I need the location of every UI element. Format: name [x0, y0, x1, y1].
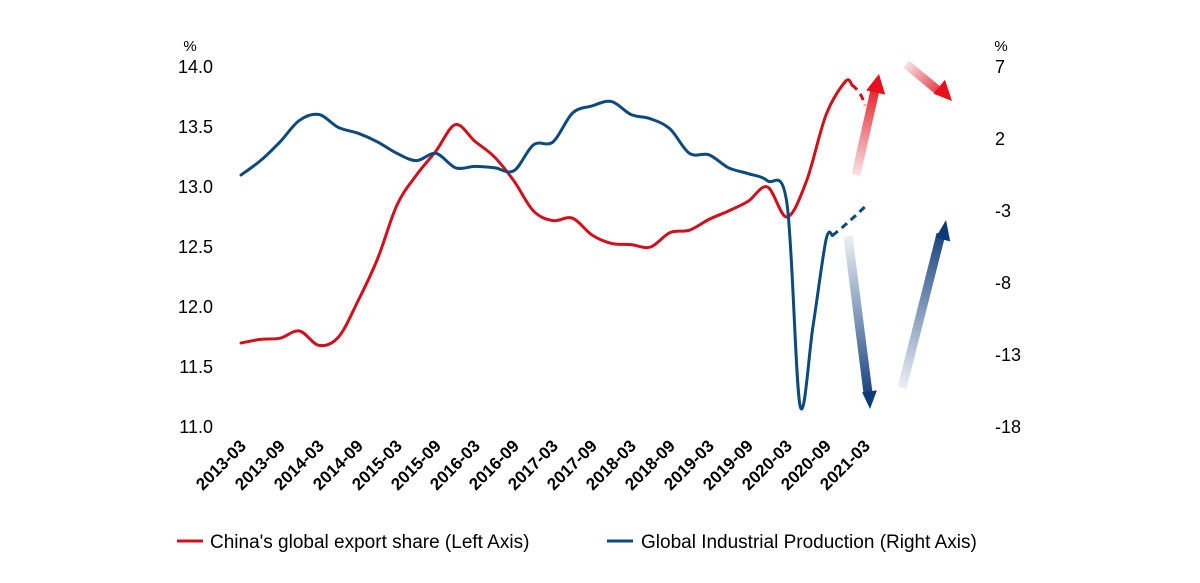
left-axis: % 14.0 13.5 13.0 12.5 12.0 11.5 11.0: [178, 38, 213, 437]
right-tick: 7: [995, 57, 1005, 77]
legend: China's global export share (Left Axis) …: [177, 532, 977, 553]
trend-arrows: [843, 60, 952, 409]
left-tick: 12.5: [178, 237, 213, 257]
left-axis-unit: %: [183, 38, 196, 55]
red-down-arrow: [903, 60, 952, 101]
right-axis: % 7 2 -3 -8 -13 -18: [994, 38, 1021, 437]
left-tick: 11.0: [179, 417, 213, 437]
projection-line-industrial-production: [831, 205, 867, 237]
left-tick: 13.5: [178, 117, 213, 137]
series-line-industrial-production: [239, 99, 834, 411]
right-axis-unit: %: [994, 38, 1007, 55]
right-tick: -18: [995, 417, 1021, 437]
blue-up-arrow: [897, 220, 951, 390]
right-tick: -8: [995, 273, 1011, 293]
right-tick: -13: [995, 345, 1021, 365]
left-tick: 12.0: [178, 297, 213, 317]
right-tick: 2: [995, 129, 1005, 149]
legend-label-industrial-production: Global Industrial Production (Right Axis…: [641, 532, 977, 553]
series-layer: [239, 78, 867, 411]
projection-line-export-share: [851, 83, 867, 106]
right-tick: -3: [995, 201, 1011, 221]
left-tick: 13.0: [178, 177, 213, 197]
legend-item-industrial-production: Global Industrial Production (Right Axis…: [607, 532, 977, 553]
series-line-export-share: [239, 78, 854, 348]
legend-item-export-share: China's global export share (Left Axis): [177, 532, 529, 553]
blue-down-arrow: [843, 235, 877, 409]
legend-label-export-share: China's global export share (Left Axis): [210, 532, 529, 553]
red-up-arrow: [851, 74, 886, 176]
x-axis-ticks: 2013-032013-092014-032014-092015-032015-…: [192, 436, 874, 494]
left-tick: 11.5: [179, 357, 213, 377]
left-tick: 14.0: [178, 57, 213, 77]
